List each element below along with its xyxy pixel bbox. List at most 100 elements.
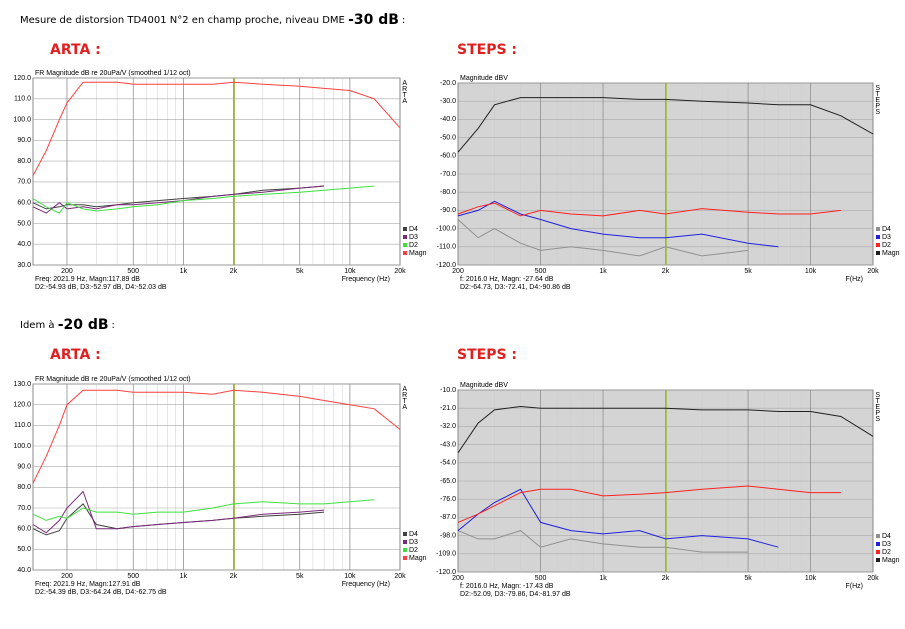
annotation: f: 2016.0 Hz, Magn: -27.64 dB bbox=[460, 276, 554, 283]
brand: ARTA bbox=[401, 386, 408, 410]
y-tick-label: 100.0 bbox=[13, 443, 31, 450]
legend-label: D4 bbox=[882, 533, 891, 540]
y-tick-label: 50.0 bbox=[17, 220, 31, 227]
x-tick-label: 10k bbox=[805, 575, 817, 582]
series-line bbox=[32, 490, 325, 534]
x-tick-label: 20k bbox=[867, 268, 879, 275]
y-tick-label: 80.0 bbox=[17, 158, 31, 165]
legend-label: D2 bbox=[409, 242, 418, 249]
series-line bbox=[457, 405, 874, 454]
y-tick-label: 80.0 bbox=[17, 484, 31, 491]
legend-swatch bbox=[876, 251, 880, 255]
legend-label: D4 bbox=[882, 226, 891, 233]
brand: ARTA bbox=[401, 80, 408, 104]
annotation: Freq: 2021.9 Hz, Magn:117.89 dB bbox=[35, 276, 140, 283]
y-tick-label: -80.0 bbox=[440, 189, 456, 196]
x-tick-label: 1k bbox=[599, 575, 607, 582]
y-tick-label: -54.0 bbox=[440, 460, 456, 467]
chart-title: FR Magnitude dB re 20uPa/V (smoothed 1/1… bbox=[35, 376, 191, 383]
x-tick-label: 1k bbox=[180, 268, 188, 275]
legend-label: D4 bbox=[409, 226, 418, 233]
y-tick-label: -10.0 bbox=[440, 387, 456, 394]
y-tick-label: 30.0 bbox=[17, 262, 31, 269]
series-line bbox=[32, 185, 325, 214]
legend-label: D2 bbox=[882, 549, 891, 556]
y-tick-label: 60.0 bbox=[17, 526, 31, 533]
y-tick-label: 70.0 bbox=[17, 505, 31, 512]
legend-swatch bbox=[403, 251, 407, 255]
x-tick-label: 500 bbox=[535, 575, 547, 582]
brand: STEPS bbox=[874, 392, 881, 422]
x-tick-label: 1k bbox=[180, 573, 188, 580]
x-tick-label: 5k bbox=[296, 573, 304, 580]
y-tick-label: -98.0 bbox=[440, 532, 456, 539]
x-tick-label: 20k bbox=[867, 575, 879, 582]
legend-swatch bbox=[876, 558, 880, 562]
legend-label: D2 bbox=[882, 242, 891, 249]
section-label: STEPS : bbox=[457, 347, 517, 363]
level: -30 dB bbox=[348, 12, 399, 28]
legend-swatch bbox=[403, 243, 407, 247]
x-axis-label: F(Hz) bbox=[846, 276, 864, 283]
x-tick-label: 200 bbox=[452, 575, 464, 582]
y-tick-label: 130.0 bbox=[13, 381, 31, 388]
x-tick-label: 200 bbox=[61, 573, 73, 580]
x-axis-label: F(Hz) bbox=[846, 583, 864, 590]
y-tick-label: 90.0 bbox=[17, 464, 31, 471]
legend-swatch bbox=[403, 227, 407, 231]
y-tick-label: -50.0 bbox=[440, 134, 456, 141]
y-tick-label: -60.0 bbox=[440, 153, 456, 160]
intro: Mesure de distorsion TD4001 N°2 en champ… bbox=[20, 15, 348, 26]
x-tick-label: 500 bbox=[127, 268, 139, 275]
x-tick-label: 500 bbox=[127, 573, 139, 580]
y-tick-label: -65.0 bbox=[440, 478, 456, 485]
chart-title: Magnitude dBV bbox=[460, 382, 508, 389]
y-tick-label: 110.0 bbox=[14, 422, 31, 429]
legend-swatch bbox=[876, 550, 880, 554]
annotation: D2:-54.39 dB, D3:-64.24 dB, D4:-62.75 dB bbox=[35, 589, 167, 596]
y-tick-label: -20.0 bbox=[440, 80, 456, 87]
series-line bbox=[457, 97, 874, 153]
x-tick-label: 20k bbox=[394, 573, 406, 580]
annotation: D2:-54.93 dB, D3:-52.97 dB, D4:-52.03 dB bbox=[35, 284, 167, 291]
y-tick-label: -76.0 bbox=[440, 496, 456, 503]
level: -20 dB bbox=[58, 317, 109, 333]
intro: Idem à bbox=[20, 319, 58, 331]
x-tick-label: 2k bbox=[230, 268, 238, 275]
section-label: ARTA : bbox=[50, 347, 101, 363]
series-line bbox=[32, 389, 401, 484]
legend-swatch bbox=[403, 556, 407, 560]
x-tick-label: 200 bbox=[61, 268, 73, 275]
plot-area bbox=[32, 77, 401, 266]
x-tick-label: 10k bbox=[805, 268, 817, 275]
brand: STEPS bbox=[874, 85, 881, 115]
annotation: D2:-64.73, D3:-72.41, D4:-90.86 dB bbox=[460, 284, 571, 291]
y-tick-label: 70.0 bbox=[17, 179, 31, 186]
series-line bbox=[457, 219, 749, 257]
chart-title: FR Magnitude dB re 20uPa/V (smoothed 1/1… bbox=[35, 70, 191, 77]
chart-title: Magnitude dBV bbox=[460, 75, 508, 82]
x-tick-label: 10k bbox=[344, 573, 356, 580]
x-tick-label: 5k bbox=[744, 268, 752, 275]
y-tick-label: -21.0 bbox=[440, 405, 456, 412]
y-tick-label: 120.0 bbox=[13, 75, 31, 82]
legend-label: D3 bbox=[409, 539, 418, 546]
x-tick-label: 5k bbox=[296, 268, 304, 275]
x-tick-label: 20k bbox=[394, 268, 406, 275]
x-tick-label: 500 bbox=[535, 268, 547, 275]
legend-label: Magn bbox=[409, 250, 427, 257]
y-tick-label: -87.0 bbox=[440, 514, 456, 521]
y-tick-label: 110.0 bbox=[14, 96, 31, 103]
x-axis-label: Frequency (Hz) bbox=[342, 276, 390, 283]
series-line bbox=[457, 200, 779, 248]
series-line bbox=[457, 488, 779, 548]
y-tick-label: -40.0 bbox=[440, 116, 456, 123]
y-tick-label: -30.0 bbox=[440, 98, 456, 105]
y-tick-label: 40.0 bbox=[17, 567, 31, 574]
legend-swatch bbox=[403, 540, 407, 544]
x-tick-label: 5k bbox=[744, 575, 752, 582]
x-tick-label: 2k bbox=[230, 573, 238, 580]
series-line bbox=[457, 202, 841, 217]
y-tick-label: 60.0 bbox=[17, 200, 31, 207]
